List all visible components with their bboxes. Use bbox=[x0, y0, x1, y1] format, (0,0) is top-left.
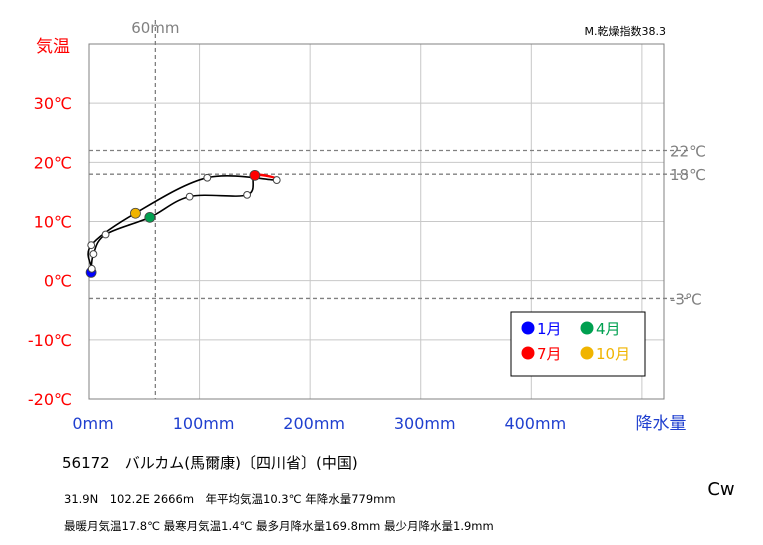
month-point-highlight bbox=[130, 207, 141, 219]
month-points-layer bbox=[85, 169, 281, 278]
month-point bbox=[272, 176, 281, 184]
legend-marker bbox=[521, 321, 535, 335]
month-legend: 1月 4月 7月 10月 bbox=[510, 311, 646, 377]
climate-class: Cw bbox=[707, 479, 734, 500]
month-point bbox=[185, 192, 194, 201]
y-tick-label: -10℃ bbox=[28, 331, 72, 350]
month-point-highlight bbox=[249, 169, 261, 181]
legend-marker bbox=[580, 321, 594, 335]
legend-label: 4月 bbox=[596, 320, 621, 338]
month-point bbox=[101, 230, 110, 239]
legend-marker bbox=[580, 346, 594, 360]
reference-label-temp: -3℃ bbox=[670, 290, 702, 308]
legend-items: 1月 4月 7月 10月 bbox=[521, 320, 630, 363]
month-point bbox=[243, 190, 252, 199]
month-point bbox=[89, 250, 98, 258]
reference-label-temp: 22℃ bbox=[670, 143, 706, 161]
reference-label-precip: 60mm bbox=[131, 19, 179, 37]
legend-marker bbox=[521, 346, 535, 360]
reference-label-temp: 18℃ bbox=[670, 166, 706, 184]
x-tick-label: 0mm bbox=[72, 414, 113, 433]
y-tick-label: 10℃ bbox=[34, 213, 72, 232]
y-tick-label: 30℃ bbox=[34, 94, 72, 113]
legend-label: 1月 bbox=[537, 320, 562, 338]
month-point bbox=[87, 241, 96, 250]
x-axis-title: 降水量 bbox=[636, 414, 687, 434]
x-tick-label: 400mm bbox=[504, 414, 566, 433]
y-tick-label: -20℃ bbox=[28, 390, 72, 409]
month-point bbox=[203, 173, 212, 182]
x-tick-label: 300mm bbox=[394, 414, 456, 433]
legend-label: 7月 bbox=[537, 345, 562, 363]
y-tick-label: 0℃ bbox=[44, 272, 72, 291]
month-point bbox=[87, 264, 96, 273]
legend-label: 10月 bbox=[596, 345, 630, 363]
x-tick-label: 200mm bbox=[283, 414, 345, 433]
corner-note: M.乾燥指数38.3 bbox=[585, 24, 666, 38]
station-info-line-1: 31.9N 102.2E 2666m 年平均気温10.3℃ 年降水量779mm bbox=[64, 492, 396, 506]
plot-area-frame bbox=[88, 43, 665, 400]
y-axis-title: 気温 bbox=[36, 37, 70, 57]
climate-curve bbox=[87, 174, 280, 275]
y-tick-label: 20℃ bbox=[34, 153, 72, 172]
station-name: 56172 バルカム(馬爾康)〔四川省〕(中国) bbox=[62, 454, 358, 472]
legend-box bbox=[510, 311, 646, 377]
month-point-highlight bbox=[144, 211, 156, 223]
reference-lines-layer: 60mm 22℃ 18℃ -3℃ bbox=[89, 19, 706, 399]
station-info-line-2: 最暖月気温17.8℃ 最寒月気温1.4℃ 最多月降水量169.8mm 最少月降水… bbox=[64, 519, 494, 533]
climate-curve-layer bbox=[87, 173, 280, 275]
x-tick-label: 100mm bbox=[173, 414, 235, 433]
